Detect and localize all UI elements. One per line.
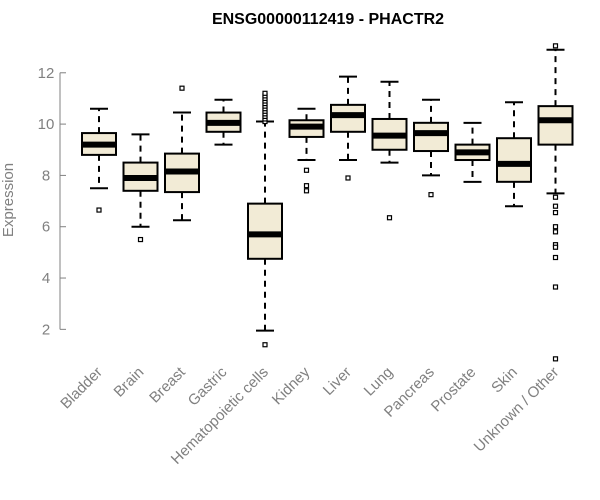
y-axis: 2 4 6 8 10 12 (38, 65, 66, 338)
box-9 (454, 121, 491, 183)
box-iqr (413, 121, 449, 153)
y-tick-label: 6 (42, 219, 50, 236)
y-tick-label: 10 (38, 116, 55, 133)
outlier-point (137, 236, 144, 243)
box-iqr (496, 137, 532, 183)
box-0 (81, 107, 117, 213)
y-tick-label: 12 (38, 65, 55, 82)
outlier-point (552, 254, 559, 261)
outlier-point (386, 215, 393, 221)
outlier-point (262, 342, 268, 348)
outlier-point (552, 43, 559, 49)
outlier-point (262, 90, 268, 96)
outlier-point (552, 284, 559, 290)
box-10 (496, 101, 532, 208)
x-tick-label: Kidney (269, 363, 314, 408)
box-7 (371, 80, 408, 221)
outlier-point (552, 244, 559, 250)
box-iqr (537, 105, 574, 146)
box-6 (330, 75, 366, 181)
outlier-point (552, 194, 559, 200)
y-tick-label: 4 (42, 270, 50, 287)
box-2 (164, 85, 200, 222)
x-tick-label: Brain (111, 364, 148, 401)
outlier-point (179, 85, 185, 91)
outlier-point (428, 192, 434, 198)
chart-title: ENSG00000112419 - PHACTR2 (212, 11, 444, 28)
outlier-point (552, 356, 559, 362)
boxes-group (81, 43, 574, 362)
x-tick-label: Lung (361, 364, 397, 400)
box-11 (537, 43, 574, 362)
box-4 (247, 90, 283, 348)
outlier-point (552, 210, 559, 216)
outlier-point (345, 175, 351, 181)
x-tick-label: Liver (320, 364, 355, 399)
box-3 (205, 98, 242, 146)
outlier-point (303, 167, 310, 173)
outlier-point (96, 207, 102, 213)
box-8 (413, 98, 449, 198)
y-tick-label: 2 (42, 321, 50, 338)
y-tick-label: 8 (42, 167, 50, 184)
box-iqr (330, 103, 366, 133)
outlier-point (303, 188, 310, 194)
x-tick-label: Skin (488, 364, 521, 397)
outlier-point (552, 224, 559, 230)
outlier-point (552, 203, 559, 209)
outlier-point (552, 229, 559, 235)
y-axis-label: Expression (0, 163, 17, 237)
outlier-point (303, 183, 310, 189)
x-tick-label: Breast (146, 363, 189, 406)
x-tick-label: Prostate (428, 364, 480, 416)
x-tick-label: Bladder (57, 364, 106, 413)
box-1 (122, 133, 159, 243)
box-5 (288, 107, 325, 194)
box-iqr (247, 202, 283, 260)
